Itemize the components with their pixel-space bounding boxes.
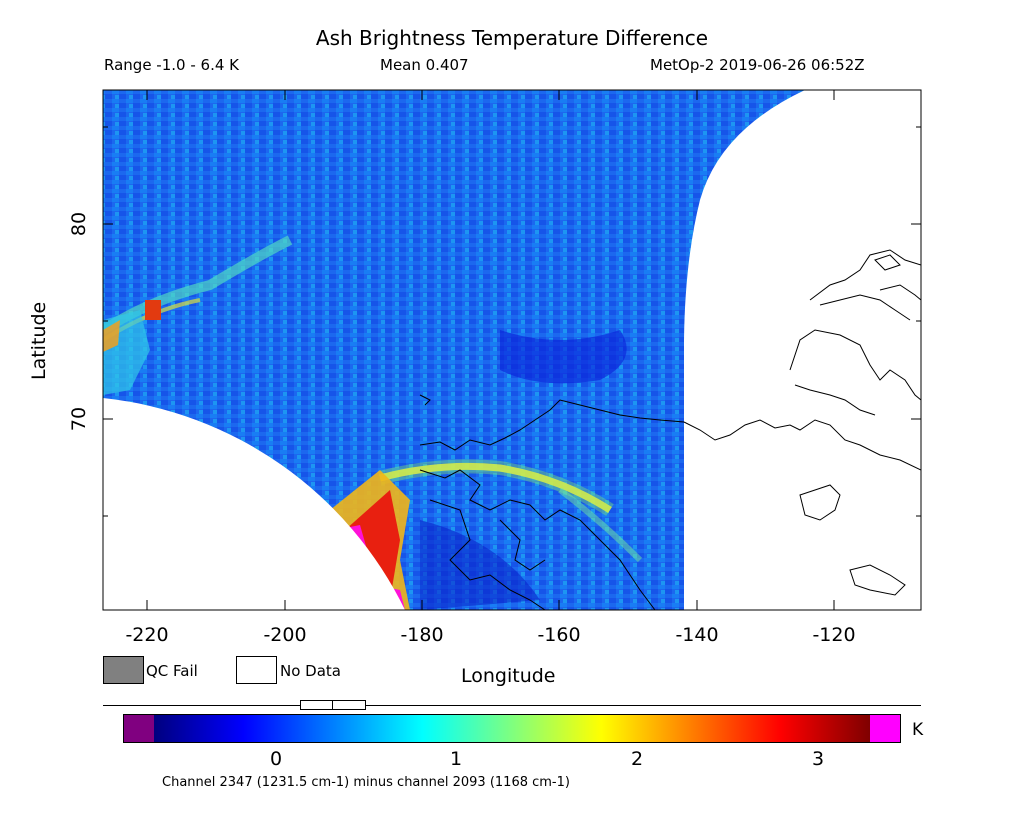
qc-fail-swatch (103, 656, 144, 684)
y-tick-label: 70 (68, 406, 90, 432)
x-tick-label: -140 (675, 624, 719, 646)
colorbar-under-swatch (124, 715, 154, 742)
satellite-time-text: MetOp-2 2019-06-26 06:52Z (650, 56, 865, 74)
y-axis-label: Latitude (28, 301, 50, 380)
x-tick-label: -120 (812, 624, 856, 646)
axis-ticks (103, 90, 921, 610)
colorbar-range-line (103, 705, 921, 706)
colorbar-gradient (154, 715, 870, 742)
plot-frame (102, 89, 922, 611)
chart-title: Ash Brightness Temperature Difference (315, 26, 709, 50)
qc-fail-label: QC Fail (146, 662, 198, 680)
colorbar-unit: K (912, 720, 924, 740)
x-tick-label: -180 (400, 624, 444, 646)
upper-hotspot (145, 300, 161, 320)
no-data-swatch (236, 656, 277, 684)
colorbar-range-marker (332, 700, 333, 710)
x-tick-label: -200 (263, 624, 307, 646)
no-data-lower-left (103, 398, 405, 610)
colorbar (123, 714, 901, 743)
range-text: Range -1.0 - 6.4 K (104, 56, 239, 74)
colorbar-over-swatch (870, 715, 900, 742)
colorbar-tick-label: 2 (630, 748, 644, 770)
no-data-label: No Data (280, 662, 341, 680)
plume-arc (379, 462, 612, 513)
colorbar-range-box (300, 700, 366, 710)
coastlines (419, 249, 921, 610)
data-field (103, 90, 921, 610)
colorbar-tick-label: 1 (449, 748, 463, 770)
x-axis-label: Longitude (461, 665, 556, 687)
low-value-patch (500, 330, 627, 384)
y-tick-label: 80 (68, 211, 90, 237)
x-tick-label: -220 (125, 624, 169, 646)
colorbar-tick-label: 0 (269, 748, 283, 770)
mean-text: Mean 0.407 (380, 56, 469, 74)
colorbar-tick-label: 3 (811, 748, 825, 770)
channel-note: Channel 2347 (1231.5 cm-1) minus channel… (162, 775, 570, 790)
x-tick-label: -160 (537, 624, 581, 646)
hot-core (345, 490, 400, 600)
no-data-right (684, 90, 921, 610)
